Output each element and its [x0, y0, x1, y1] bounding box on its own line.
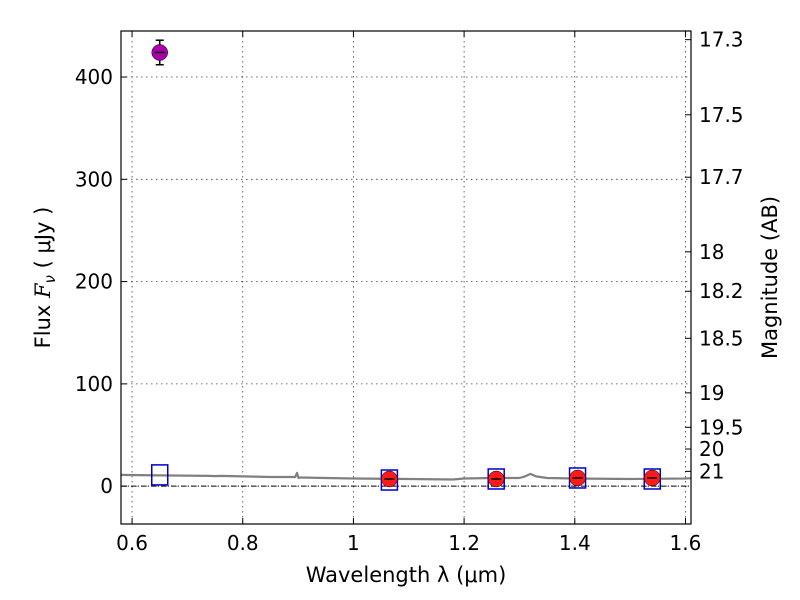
- magnitude-tick-label: 17.5: [699, 103, 744, 127]
- x-tick-label: 1: [347, 531, 360, 555]
- y-axis-title-symbol: F: [31, 282, 55, 299]
- model-spectrum-line: [120, 471, 692, 481]
- magnitude-tick-label: 19.5: [699, 415, 744, 439]
- y-axis-title: Flux Fν ( μJy ): [31, 207, 59, 349]
- magnitude-tick-label: 20: [699, 437, 724, 461]
- grid-lines: [121, 31, 691, 524]
- y-axis-title-subscript: ν: [41, 275, 59, 283]
- magnitude-tick-label: 18: [699, 240, 724, 264]
- magnitude-tick-label: 21: [699, 459, 724, 483]
- x-tick-label: 1.4: [559, 531, 591, 555]
- magnitude-tick-label: 19: [699, 381, 724, 405]
- y-axis-title-prefix: Flux: [31, 298, 55, 348]
- plot-data: [120, 39, 692, 491]
- y-tick-label: 300: [75, 167, 113, 191]
- axis-ticks: 0.6 0.8 1 1.2 1.4 1.6 0 100 200 300 400 17.3 17.5 17.…: [75, 28, 744, 555]
- magnitude-tick-label: 17.3: [699, 28, 744, 52]
- magnitude-tick-label: 18.2: [699, 279, 744, 303]
- x-tick-label: 0.8: [227, 531, 259, 555]
- x-axis-title: Wavelength λ (μm): [306, 563, 507, 587]
- y-axis-title-unit: ( μJy ): [31, 207, 55, 275]
- x-tick-label: 0.6: [116, 531, 148, 555]
- y-tick-label: 0: [100, 474, 113, 498]
- model-photometry-square: [150, 464, 169, 486]
- x-tick-label: 1.6: [670, 531, 702, 555]
- y-tick-label: 200: [75, 270, 113, 294]
- x-tick-label: 1.2: [448, 531, 480, 555]
- y-tick-label: 100: [75, 372, 113, 396]
- plot-frame: [120, 30, 692, 525]
- magnitude-tick-label: 18.5: [699, 326, 744, 350]
- y-tick-label: 400: [75, 65, 113, 89]
- magnitude-axis-title: Magnitude (AB): [758, 196, 782, 359]
- magnitude-tick-label: 17.7: [699, 165, 744, 189]
